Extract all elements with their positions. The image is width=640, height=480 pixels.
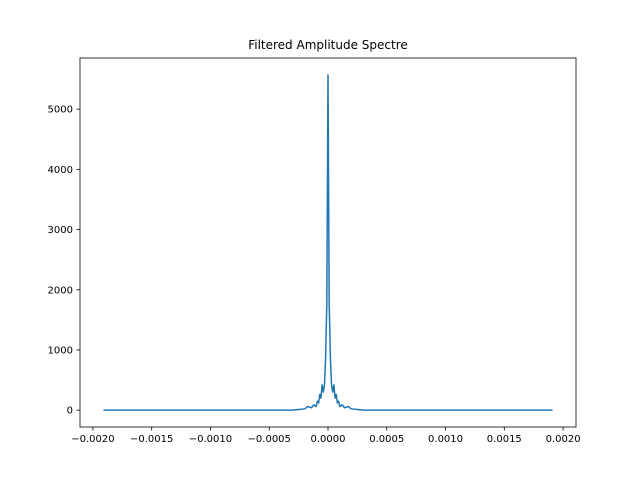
- x-tick-label: −0.0015: [130, 434, 173, 445]
- x-tick-label: 0.0015: [487, 434, 522, 445]
- x-tick-label: −0.0010: [189, 434, 232, 445]
- x-tick-label: 0.0000: [311, 434, 346, 445]
- x-tick-label: −0.0020: [71, 434, 114, 445]
- x-axis: −0.0020 −0.0015 −0.0010 −0.0005 0.0000 0.0005…: [71, 427, 581, 445]
- x-tick-label: 0.0010: [428, 434, 463, 445]
- series-line: [103, 74, 553, 411]
- y-tick-label: 5000: [48, 105, 73, 116]
- y-tick-label: 4000: [48, 165, 73, 176]
- y-axis: 0 1000 2000 3000 4000 5000: [48, 105, 80, 417]
- y-tick-label: 0: [67, 406, 73, 417]
- chart-title: Filtered Amplitude Spectre: [248, 38, 408, 52]
- plot-frame: [79, 57, 577, 428]
- y-tick-label: 2000: [48, 285, 73, 296]
- x-tick-label: 0.0020: [546, 434, 581, 445]
- plot-area: [103, 74, 553, 411]
- y-tick-label: 3000: [48, 225, 73, 236]
- y-tick-label: 1000: [48, 345, 73, 356]
- x-tick-label: −0.0005: [248, 434, 291, 445]
- x-tick-label: 0.0005: [369, 434, 404, 445]
